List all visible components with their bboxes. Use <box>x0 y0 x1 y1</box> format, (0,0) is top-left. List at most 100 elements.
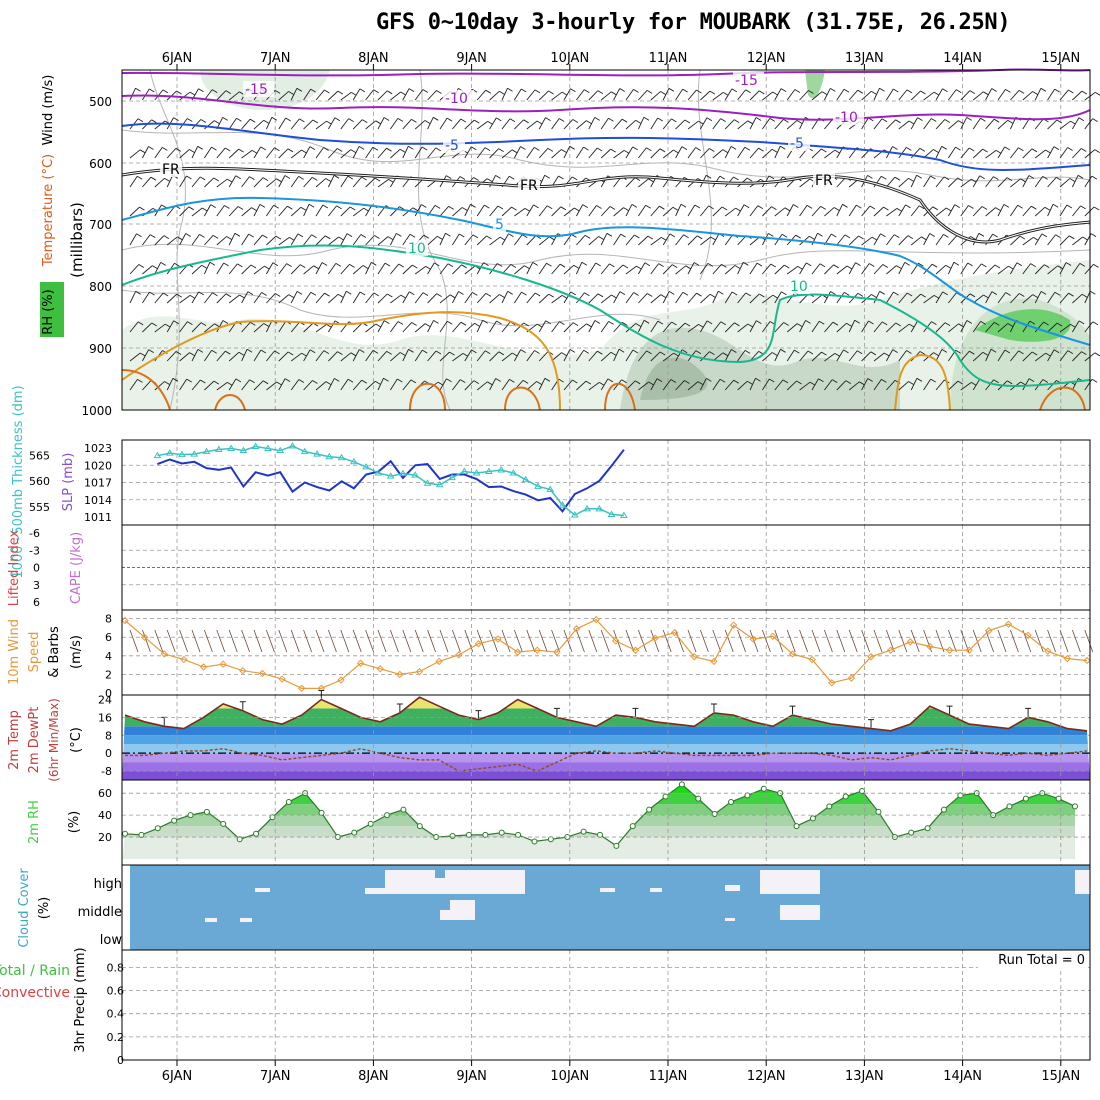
wind-barb-flag <box>883 206 889 211</box>
wind-barb-flag <box>969 293 976 298</box>
y-tick-label: 560 <box>29 475 50 488</box>
wind-barb <box>303 380 313 391</box>
wind-barb-flag <box>1068 89 1074 94</box>
wind-barb <box>960 236 971 246</box>
wind-barb-flag <box>943 176 950 181</box>
wind-barb <box>253 234 263 246</box>
wind-barb <box>452 264 462 275</box>
wind-barb <box>700 293 711 304</box>
wind-barb <box>228 91 240 101</box>
x-tick-label-top: 9JAN <box>456 51 487 66</box>
wind-barb <box>724 146 732 159</box>
wind-barb-flag <box>226 236 232 240</box>
wind-barb <box>1022 320 1031 333</box>
wind-barb-flag <box>400 91 406 96</box>
wind-barb <box>551 91 563 101</box>
isotherm-20 <box>1039 386 1086 411</box>
wind-barb-flag <box>262 380 269 385</box>
wind-barb-flag <box>622 264 629 269</box>
wind-barb <box>824 118 834 130</box>
wind-barb <box>1084 378 1093 391</box>
wind-barb <box>377 293 388 304</box>
x-tick-label-bottom: 12JAN <box>747 1069 786 1084</box>
wind-barb-flag <box>1092 321 1099 326</box>
wind-barb-flag <box>710 236 716 241</box>
wind-barb <box>315 120 327 130</box>
wind-barb-flag <box>631 204 638 208</box>
wind-barb <box>377 262 386 275</box>
wind-barb-flag <box>572 322 579 327</box>
wind-barb-flag <box>433 320 439 324</box>
wind-barb <box>861 351 872 362</box>
wind-barb <box>352 146 360 159</box>
wind-barb <box>204 629 213 653</box>
wind-barb <box>575 262 583 275</box>
wind-barb <box>290 352 302 362</box>
wind-barb <box>898 147 907 159</box>
wind-barb-flag <box>672 206 679 211</box>
wind-barb <box>960 147 970 159</box>
wind-barb <box>886 265 897 275</box>
wind-barb <box>848 381 860 391</box>
rh-point <box>613 842 620 849</box>
wind-barb-flag <box>930 378 936 383</box>
cloud-high <box>445 870 525 894</box>
wind-barb-flag <box>544 174 550 179</box>
wind-panel-frame <box>121 609 1091 696</box>
wind-barb-flag <box>485 89 491 94</box>
wind-barb-flag <box>549 236 555 241</box>
wind-barb <box>786 349 795 362</box>
wind-barb <box>1084 118 1093 130</box>
wind-barb <box>340 118 349 130</box>
wind-barb <box>737 204 745 217</box>
wind-barb-flag <box>211 349 217 354</box>
wind-barb-flag <box>222 117 228 121</box>
wind-barb-flag <box>225 90 232 95</box>
wind-barb <box>749 320 757 333</box>
temp-max-marker <box>475 710 482 719</box>
wind-barb <box>786 265 798 275</box>
wind-barb-flag <box>670 379 677 383</box>
thickness-point <box>313 450 321 457</box>
wind-barb-flag <box>921 236 927 241</box>
wind-barb <box>204 292 213 304</box>
wind-barb <box>972 263 982 275</box>
wind-barb-flag <box>931 118 937 122</box>
wind-barb <box>402 207 414 217</box>
wind-barb-flag <box>187 118 193 122</box>
wind-barb-flag <box>970 178 977 183</box>
wind-speed-point <box>376 665 384 673</box>
wind-barb-flag <box>1054 291 1061 296</box>
thickness-point <box>497 466 506 473</box>
rh-panel-label: (%) <box>67 811 82 834</box>
wind-barb <box>290 176 300 188</box>
wind-barb <box>625 265 637 275</box>
wind-barb-flag <box>434 262 440 267</box>
slp-label: SLP (mb) <box>61 453 76 512</box>
wind-barb-flag <box>172 377 179 382</box>
wind-barb <box>203 262 211 275</box>
x-tick-label-top: 12JAN <box>747 51 786 66</box>
wind-barb-flag <box>994 321 1000 326</box>
wind-barb-flag <box>247 291 254 296</box>
wind-barb-flag <box>1081 90 1088 95</box>
wind-barb-flag <box>436 293 442 298</box>
wind-barb <box>774 291 782 304</box>
x-tick-label-bottom: 13JAN <box>845 1069 884 1084</box>
wind-barb <box>724 322 735 333</box>
thickness-point <box>607 510 616 517</box>
wind-barb-flag <box>780 348 786 353</box>
wind-barb <box>328 263 337 275</box>
wind-barb <box>1022 175 1030 188</box>
cloud-high <box>725 885 740 891</box>
wind-barb-flag <box>806 262 812 267</box>
wind-barb-flag <box>326 120 332 125</box>
wind-barb-flag <box>623 149 630 154</box>
wind-barb <box>439 378 447 391</box>
wind-barb <box>129 88 136 101</box>
wind-barb-flag <box>632 146 638 151</box>
wind-barb-flag <box>645 204 651 209</box>
wind-barb-flag <box>1094 149 1100 154</box>
wind-barb-flag <box>586 323 592 328</box>
wind-barb-flag <box>906 350 912 354</box>
